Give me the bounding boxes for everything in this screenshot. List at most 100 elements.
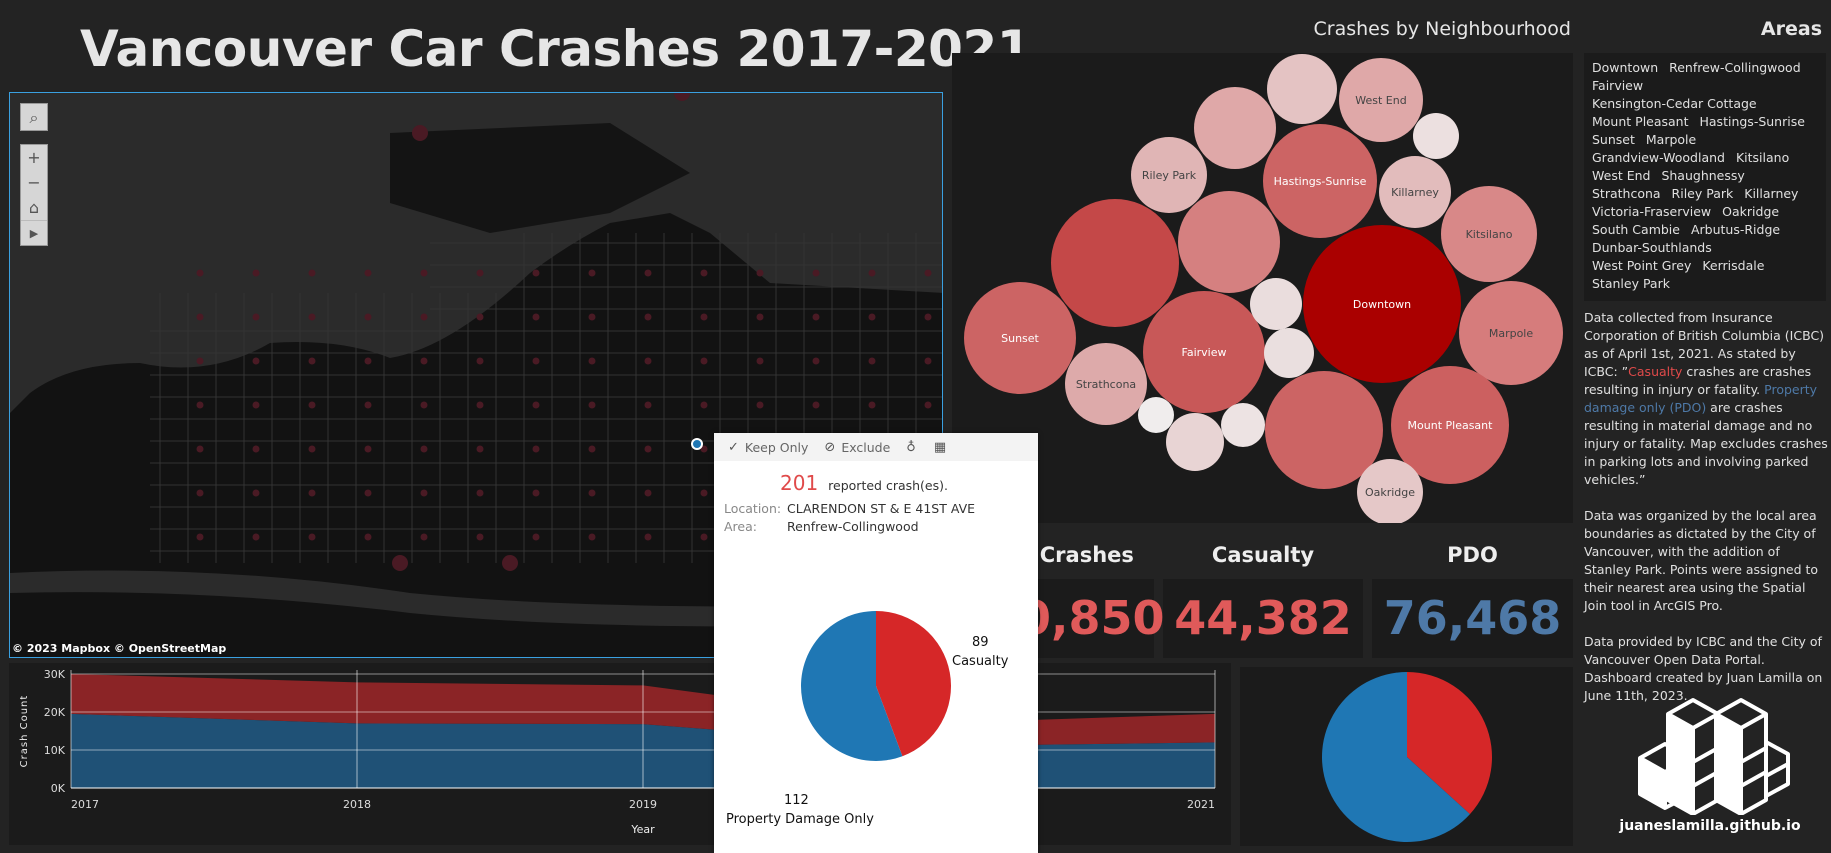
area-item[interactable]: Shaughnessy [1661,168,1745,183]
y-tick-label: 30K [44,668,66,681]
bubble-label: Mount Pleasant [1408,419,1494,432]
zoom-in-button[interactable]: + [27,148,41,167]
area-item[interactable]: Arbutus-Ridge [1690,222,1781,237]
crash-point [476,313,484,321]
crash-point [700,269,708,277]
summary-pie-panel [1240,667,1573,846]
bubble-label: Oakridge [1365,486,1415,499]
crash-point [196,533,204,541]
crash-point [196,401,204,409]
crash-point [308,445,316,453]
location-value: CLARENDON ST & E 41ST AVE [787,501,976,516]
crash-point [196,445,204,453]
exclude-icon: ⊘ [824,439,836,455]
crash-point [812,357,820,365]
crash-point [644,533,652,541]
exclude-button[interactable]: Exclude [841,439,891,455]
search-icon: ⌕ [29,107,39,127]
crash-point [700,313,708,321]
selected-location-marker[interactable] [691,438,703,450]
view-data-icon[interactable]: ▦ [933,439,947,455]
bubble-label: Hastings-Sunrise [1274,175,1367,188]
area-item[interactable]: Strathcona [1592,186,1661,201]
neighbourhood-bubble [1194,87,1276,169]
description-paragraph-1: Data collected from Insurance Corporatio… [1584,309,1829,489]
crash-point [502,555,518,571]
crash-point [588,489,596,497]
area-key: Area: [724,519,757,534]
neighbourhood-bubble [1267,54,1337,124]
cubes-logo-icon [1638,698,1790,815]
crash-point [644,401,652,409]
crash-point [532,533,540,541]
lightbulb-icon[interactable]: ♁ [906,439,916,455]
area-item[interactable]: Renfrew-Collingwood [1669,60,1801,75]
crash-point [308,313,316,321]
crash-point [700,489,708,497]
map-search-button[interactable]: ⌕ [20,103,48,131]
crash-point [588,269,596,277]
area-item[interactable]: Kitsilano [1735,150,1790,165]
keep-only-button[interactable]: Keep Only [744,439,809,455]
neighbourhood-bubble [1166,413,1224,471]
area-item[interactable]: Dunbar-Southlands [1592,240,1712,255]
crash-point [532,445,540,453]
crash-point [196,313,204,321]
crash-point [868,313,876,321]
casualty-slice-label: Casualty [952,654,1009,669]
logo-url[interactable]: juaneslamilla.github.io [1619,818,1801,834]
neighbourhood-bubble [1221,403,1265,447]
area-item[interactable]: West End [1592,168,1651,183]
crash-map[interactable]: ⌕ + − ⌂ ▶ [9,92,943,658]
area-item[interactable]: Kerrisdale [1702,258,1765,273]
crash-point [756,313,764,321]
crash-point [308,533,316,541]
area-item[interactable]: Sunset [1592,132,1635,147]
area-item[interactable]: Victoria-Fraserview [1592,204,1712,219]
area-item[interactable]: Hastings-Sunrise [1699,114,1805,129]
area-item[interactable]: South Cambie [1592,222,1680,237]
area-item[interactable]: Grandview-Woodland [1592,150,1725,165]
area-item[interactable]: Oakridge [1722,204,1780,219]
x-tick-label: 2018 [343,798,371,811]
area-value: Renfrew-Collingwood [787,519,919,534]
crash-point [588,357,596,365]
pdo-slice-label: Property Damage Only [726,812,874,827]
crash-point [812,401,820,409]
crash-point [588,533,596,541]
crash-point [532,489,540,497]
neighbourhood-bubble [1459,281,1563,385]
crash-point [532,401,540,409]
crash-point [308,489,316,497]
zoom-out-button[interactable]: − [27,173,41,192]
crash-point [252,445,260,453]
area-item[interactable]: West Point Grey [1592,258,1692,273]
map-attribution[interactable]: © 2023 Mapbox © OpenStreetMap [12,642,227,655]
crash-point [476,489,484,497]
crash-point [644,357,652,365]
home-button[interactable]: ⌂ [28,198,40,217]
area-item[interactable]: Fairview [1592,78,1644,93]
area-item[interactable]: Riley Park [1671,186,1734,201]
crash-point [196,357,204,365]
expand-toolbar-button[interactable]: ▶ [21,220,47,245]
crash-point [420,313,428,321]
crash-point [476,269,484,277]
area-item[interactable]: Mount Pleasant [1592,114,1689,129]
crash-point [476,357,484,365]
crash-point [420,445,428,453]
area-item[interactable]: Kensington-Cedar Cottage [1592,96,1757,111]
crash-point [196,269,204,277]
bubble-label: West End [1355,94,1406,107]
area-item[interactable]: Downtown [1592,60,1659,75]
summary-pie-chart [1322,672,1492,842]
crash-point [532,357,540,365]
crash-point [924,313,932,321]
crash-point [308,269,316,277]
crash-point [252,313,260,321]
bubble-label: Killarney [1391,186,1439,199]
area-item[interactable]: Marpole [1645,132,1697,147]
area-item[interactable]: Stanley Park [1592,276,1670,291]
area-item[interactable]: Killarney [1744,186,1799,201]
y-tick-label: 0K [51,782,66,795]
